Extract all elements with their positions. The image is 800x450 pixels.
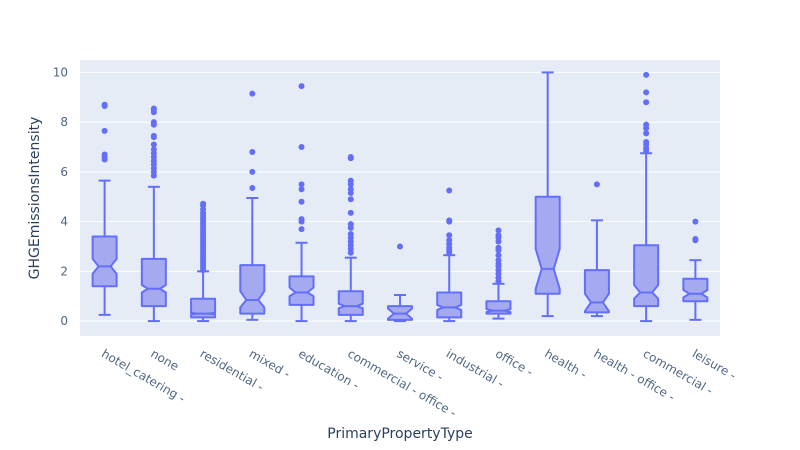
outlier-point [347,196,354,203]
y-tick-label: 8 [60,115,68,129]
box-series [91,71,709,323]
outlier-point [643,130,650,137]
outlier-point [150,119,157,126]
y-tick-label: 4 [60,215,68,229]
x-tick-labels: hotel_catering -none residential -mixed -… [99,346,738,420]
outlier-point [446,232,453,239]
outlier-point [347,153,354,160]
box-body [633,244,660,308]
y-tick-label: 6 [60,165,68,179]
outlier-point [249,185,256,192]
outlier-point [347,209,354,216]
outlier-point [643,71,650,78]
box-body [583,269,610,314]
box-body [436,291,463,319]
outlier-point [495,244,502,251]
outlier-point [150,132,157,139]
outlier-point [347,177,354,184]
outlier-point [495,252,502,259]
y-tick-label: 2 [60,264,68,278]
outlier-point [101,151,108,158]
box-body [239,264,266,315]
outlier-point [298,226,305,233]
x-axis-title: PrimaryPropertyType [327,426,473,442]
box-body [682,277,709,303]
box-body [485,300,512,315]
outlier-point [692,236,699,243]
outlier-point [643,99,650,106]
box-body [288,275,315,306]
box-body [91,235,118,288]
box-group [633,71,660,323]
box-group [485,227,512,320]
y-tick-label: 0 [60,314,68,328]
outlier-point [347,221,354,228]
y-gridlines [80,71,720,322]
outlier-point [249,90,256,97]
x-tick-label: hotel_catering - [99,346,187,405]
outlier-point [347,186,354,193]
outlier-point [643,139,650,146]
box-group [534,71,561,318]
outlier-point [495,257,502,264]
outlier-point [643,121,650,128]
outlier-point [397,243,403,250]
outlier-point [298,186,305,193]
box-group [239,90,266,321]
box-body [140,257,167,308]
outlier-point [298,198,305,205]
box-group [91,101,118,316]
plot-background [80,60,720,336]
box-group [288,83,315,323]
outlier-point [249,168,256,175]
outlier-point [150,105,157,112]
outlier-point [593,181,600,188]
outlier-point [347,231,354,238]
outlier-point [101,127,108,134]
outlier-point [200,200,207,207]
outlier-point [446,187,453,194]
box-body [534,195,561,295]
y-tick-label: 10 [53,65,68,79]
outlier-point [446,237,453,244]
y-tick-labels: 0 2 4 6 8 10 [53,65,68,328]
outlier-point [495,227,502,234]
box-group [140,105,167,323]
outlier-point [150,146,157,153]
outlier-point [249,149,256,155]
y-axis-title: GHGEmissionsIntensity [27,117,43,280]
x-tick-label: health - [542,346,589,381]
box-group [337,153,364,323]
box-group [190,200,217,323]
outlier-point [495,232,502,239]
outlier-point [298,83,305,90]
outlier-point [643,89,650,96]
outlier-point [298,216,305,223]
outlier-point [150,141,157,148]
x-tick-label: none [148,346,181,373]
box-group [387,243,413,323]
outlier-point [298,144,305,151]
box-body [337,290,364,316]
outlier-point [446,217,453,224]
box-group [436,187,463,323]
outlier-point [298,181,305,188]
box-group [583,181,610,318]
outlier-point [101,101,108,108]
box-group [682,218,709,321]
outlier-point [692,218,699,225]
